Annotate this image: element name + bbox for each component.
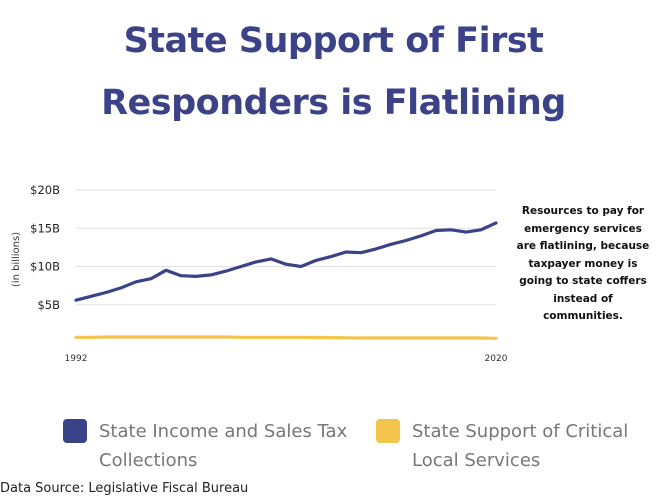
- y-tick-label: $10B: [30, 260, 60, 274]
- chart-title-line-2: Responders is Flatlining: [101, 83, 566, 123]
- annotation-text: Resources to pay for emergency services …: [516, 205, 650, 322]
- y-tick-label: $5B: [37, 298, 60, 312]
- chart-title: State Support of First Responders is Fla…: [0, 10, 667, 134]
- data-source-note: Data Source: Legislative Fiscal Bureau: [0, 481, 249, 496]
- series-line-1: [74, 221, 498, 302]
- line-chart: $5B $10B $15B $20B (in billions) 1992 2020: [11, 183, 508, 364]
- x-tick-label: 1992: [65, 354, 88, 364]
- legend-swatch-series-1: [63, 419, 87, 443]
- y-tick-label: $20B: [30, 183, 60, 197]
- legend-label-series-2: State Support of Critical Local Services: [412, 421, 629, 471]
- x-tick-label: 2020: [485, 354, 508, 364]
- legend-label-series-1: State Income and Sales Tax Collections: [99, 421, 348, 471]
- chart-title-line-1: State Support of First: [123, 21, 544, 61]
- legend-swatch-series-2: [376, 419, 400, 443]
- y-tick-label: $15B: [30, 221, 60, 235]
- y-axis-label: (in billions): [11, 232, 22, 287]
